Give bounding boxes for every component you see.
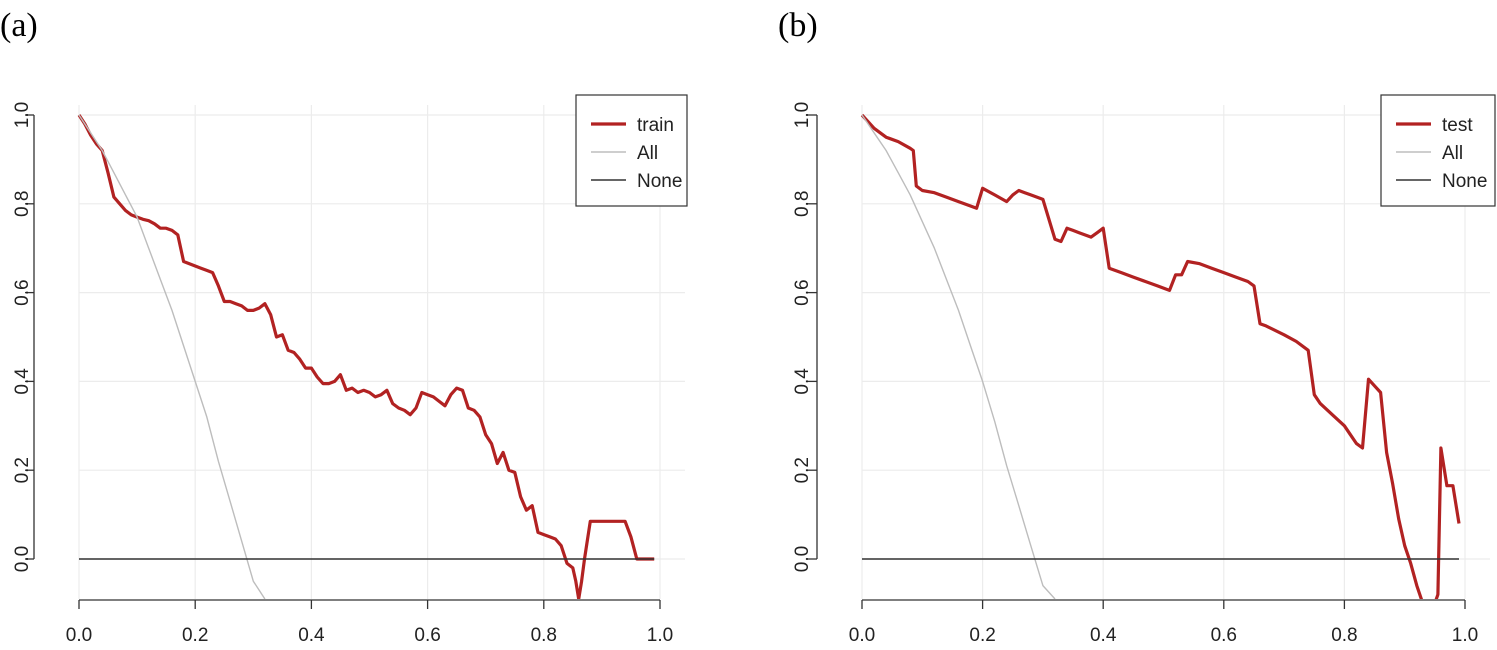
legend-label: None (637, 171, 682, 192)
legend-box (575, 94, 688, 207)
legend: train All None (575, 94, 688, 207)
y-tick-label: 0.6 (792, 279, 813, 305)
legend-label: train (637, 115, 674, 136)
y-tick-label: 0.0 (12, 546, 33, 572)
y-tick-label: 0.4 (792, 368, 813, 395)
x-tick-label: 0.0 (66, 625, 92, 646)
series-group (860, 113, 1461, 599)
x-tick-label: 0.2 (182, 625, 208, 646)
y-tick-label: 1.0 (792, 102, 813, 128)
x-tick-label: 0.0 (849, 625, 875, 646)
y-tick-label: 1.0 (12, 102, 33, 128)
y-tick-label: 0.0 (792, 546, 813, 572)
x-tick-label: 0.4 (298, 625, 325, 646)
series-line-train (77, 114, 655, 599)
panel-label: (b) (778, 7, 818, 44)
y-tick-label: 0.8 (792, 191, 813, 217)
x-tick-label: 0.6 (414, 625, 440, 646)
series-line-test (860, 113, 1461, 599)
y-tick-label: 0.2 (12, 457, 33, 483)
chart-panel-b: (b) 0.0 0.2 0.4 0.6 0.8 1.0 0.0 0.2 0.4 0.6 0.8 1.0 t… (778, 7, 1496, 646)
series-line-all (78, 114, 266, 599)
series-group (77, 114, 655, 599)
legend-box (1380, 94, 1496, 207)
legend-label: test (1442, 115, 1473, 136)
legend-label: All (637, 143, 658, 164)
x-tick-label: 0.6 (1211, 625, 1237, 646)
y-tick-label: 0.8 (12, 191, 33, 217)
legend: test All None (1380, 94, 1496, 207)
x-tick-label: 0.8 (531, 625, 557, 646)
y-tick-label: 0.2 (792, 457, 813, 483)
x-tick-label: 0.8 (1331, 625, 1357, 646)
chart-panel-a: (a) 0.0 0.2 0.4 0.6 0.8 1.0 0.0 0.2 0.4 0.6 0.8 1.0 t… (0, 7, 688, 646)
series-line-all (861, 114, 1056, 599)
x-tick-label: 1.0 (647, 625, 673, 646)
x-tick-label: 0.2 (969, 625, 995, 646)
x-tick-label: 0.4 (1090, 625, 1117, 646)
legend-label: All (1442, 143, 1463, 164)
y-tick-label: 0.6 (12, 279, 33, 305)
y-tick-label: 0.4 (12, 368, 33, 395)
x-tick-label: 1.0 (1452, 625, 1478, 646)
legend-label: None (1442, 171, 1487, 192)
panel-label: (a) (0, 7, 38, 44)
